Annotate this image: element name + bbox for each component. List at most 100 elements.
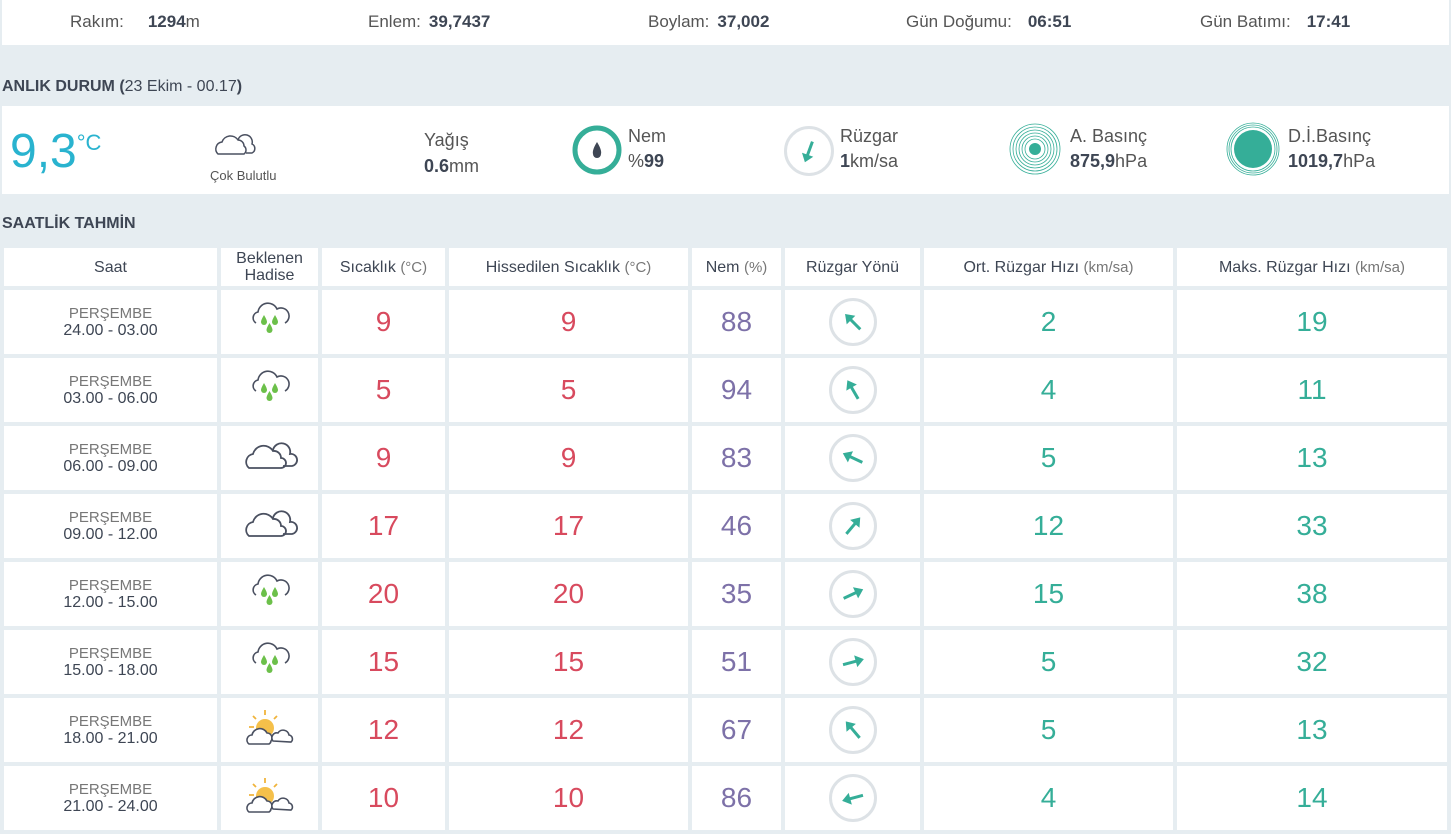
wind-direction-cell xyxy=(785,290,920,354)
humidity-label: Nem xyxy=(628,126,667,146)
table-header: Saat Beklenen Hadise Sıcaklık (°C) Hissed… xyxy=(4,248,1447,286)
wind-direction-cell xyxy=(785,698,920,762)
current-conditions: 9,3°C Çok Bulutlu Yağış 0.6mm Nem %99 Rü… xyxy=(2,106,1449,194)
max-wind-cell: 33 xyxy=(1177,494,1447,558)
weather-icon-cell xyxy=(221,630,318,694)
max-wind-cell: 11 xyxy=(1177,358,1447,422)
hourly-forecast-table: Saat Beklenen Hadise Sıcaklık (°C) Hissed… xyxy=(0,244,1451,834)
time-range: 12.00 - 15.00 xyxy=(63,593,158,611)
col-time: Saat xyxy=(4,248,217,286)
day: PERŞEMBE xyxy=(68,644,153,662)
cloudy-icon xyxy=(215,134,256,155)
humidity-cell: 51 xyxy=(692,630,781,694)
latitude: Enlem: 39,7437 xyxy=(368,12,491,31)
current-wind-direction-icon xyxy=(784,126,834,176)
table-row: PERŞEMBE 21.00 - 24.00 10 10 86 4 14 xyxy=(4,766,1447,830)
wind-direction-cell xyxy=(785,562,920,626)
wind-direction-cell xyxy=(785,766,920,830)
max-wind-cell: 19 xyxy=(1177,290,1447,354)
wind-direction-cell xyxy=(785,630,920,694)
wind-value: 1km/sa xyxy=(840,151,899,171)
humidity-cell: 94 xyxy=(692,358,781,422)
cloudy-icon xyxy=(241,441,299,476)
weather-icon-cell xyxy=(221,698,318,762)
precip-value: 0.6mm xyxy=(424,156,480,176)
col-temp: Sıcaklık (°C) xyxy=(322,248,445,286)
table-row: PERŞEMBE 24.00 - 03.00 9 9 88 2 19 xyxy=(4,290,1447,354)
temp-cell: 12 xyxy=(322,698,445,762)
rain-icon xyxy=(247,573,293,615)
wind-direction-icon xyxy=(828,434,877,482)
wind-label: Rüzgar xyxy=(840,126,899,146)
wind-direction-cell xyxy=(785,426,920,490)
weather-icon-cell xyxy=(221,494,318,558)
cloudy-icon xyxy=(241,509,299,544)
humidity-cell: 46 xyxy=(692,494,781,558)
avg-wind-cell: 5 xyxy=(924,698,1173,762)
weather-icon-cell xyxy=(221,426,318,490)
time-cell: PERŞEMBE 24.00 - 03.00 xyxy=(4,290,217,354)
day: PERŞEMBE xyxy=(68,304,153,322)
time-cell: PERŞEMBE 21.00 - 24.00 xyxy=(4,766,217,830)
avg-wind-cell: 12 xyxy=(924,494,1173,558)
feels-like-cell: 9 xyxy=(449,426,688,490)
day: PERŞEMBE xyxy=(68,576,153,594)
col-event: Beklenen Hadise xyxy=(221,248,318,286)
table-row: PERŞEMBE 18.00 - 21.00 12 12 67 5 13 xyxy=(4,698,1447,762)
wind-direction-icon xyxy=(828,298,877,346)
feels-like-cell: 15 xyxy=(449,630,688,694)
time-cell: PERŞEMBE 15.00 - 18.00 xyxy=(4,630,217,694)
avg-wind-cell: 5 xyxy=(924,426,1173,490)
current-title: ANLIK DURUM (23 Ekim - 00.17) xyxy=(2,78,243,95)
temp-cell: 15 xyxy=(322,630,445,694)
feels-like-cell: 20 xyxy=(449,562,688,626)
avg-wind-cell: 4 xyxy=(924,766,1173,830)
rain-icon xyxy=(247,641,293,683)
altitude: Rakım: 1294m xyxy=(70,12,200,31)
col-avg-wind: Ort. Rüzgar Hızı (km/sa) xyxy=(924,248,1173,286)
day: PERŞEMBE xyxy=(68,440,153,458)
wind-direction-cell xyxy=(785,494,920,558)
weather-icon-cell xyxy=(221,766,318,830)
wind-direction-icon xyxy=(828,706,877,754)
feels-like-cell: 17 xyxy=(449,494,688,558)
sea-pressure-label: D.İ.Basınç xyxy=(1288,126,1372,146)
table-row: PERŞEMBE 12.00 - 15.00 20 20 35 15 38 xyxy=(4,562,1447,626)
partly-sunny-icon xyxy=(243,777,297,820)
humidity-cell: 86 xyxy=(692,766,781,830)
wind-direction-cell xyxy=(785,358,920,422)
weather-icon-cell xyxy=(221,290,318,354)
humidity-value: %99 xyxy=(628,151,665,171)
partly-sunny-icon xyxy=(243,709,297,752)
col-humidity: Nem (%) xyxy=(692,248,781,286)
max-wind-cell: 13 xyxy=(1177,698,1447,762)
time-range: 09.00 - 12.00 xyxy=(63,525,158,543)
feels-like-cell: 5 xyxy=(449,358,688,422)
humidity-cell: 35 xyxy=(692,562,781,626)
wind-direction-icon xyxy=(828,638,877,686)
day: PERŞEMBE xyxy=(68,712,153,730)
pressure-icon xyxy=(1009,123,1061,175)
col-feels: Hissedilen Sıcaklık (°C) xyxy=(449,248,688,286)
feels-like-cell: 9 xyxy=(449,290,688,354)
temp-cell: 9 xyxy=(322,426,445,490)
day: PERŞEMBE xyxy=(68,780,153,798)
time-range: 06.00 - 09.00 xyxy=(63,457,158,475)
weather-icon-cell xyxy=(221,562,318,626)
feels-like-cell: 10 xyxy=(449,766,688,830)
table-row: PERŞEMBE 06.00 - 09.00 9 9 83 5 13 xyxy=(4,426,1447,490)
temp-cell: 5 xyxy=(322,358,445,422)
max-wind-cell: 38 xyxy=(1177,562,1447,626)
time-cell: PERŞEMBE 09.00 - 12.00 xyxy=(4,494,217,558)
condition-label: Çok Bulutlu xyxy=(210,168,277,183)
weather-icon-cell xyxy=(221,358,318,422)
sunset: Gün Batımı: 17:41 xyxy=(1200,12,1351,31)
sea-pressure-value: 1019,7hPa xyxy=(1288,151,1376,171)
time-range: 15.00 - 18.00 xyxy=(63,661,158,679)
sea-pressure-icon xyxy=(1226,122,1280,176)
table-row: PERŞEMBE 03.00 - 06.00 5 5 94 4 11 xyxy=(4,358,1447,422)
humidity-cell: 88 xyxy=(692,290,781,354)
rain-icon xyxy=(247,369,293,411)
sunrise: Gün Doğumu: 06:51 xyxy=(906,12,1072,31)
pressure-label: A. Basınç xyxy=(1070,126,1148,146)
